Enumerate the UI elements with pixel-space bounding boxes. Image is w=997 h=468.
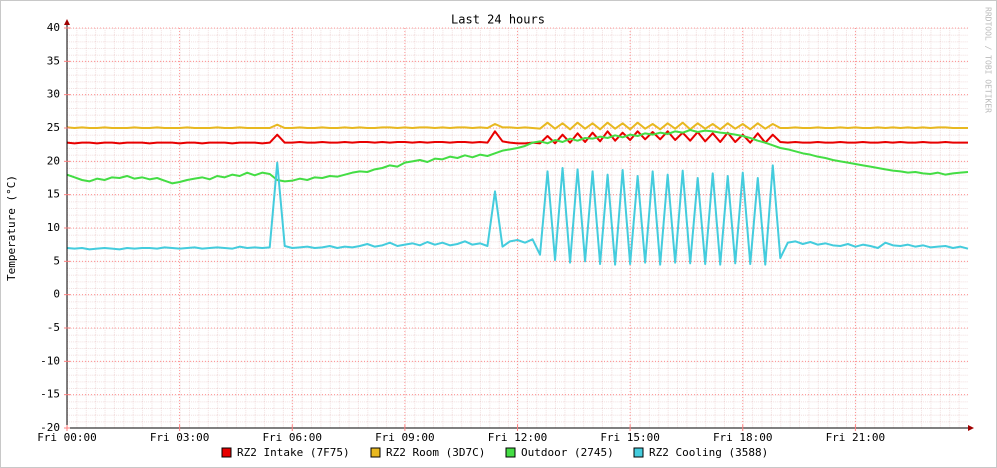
- x-tick-label: Fri 21:00: [826, 431, 886, 444]
- y-axis-arrow: [64, 19, 70, 25]
- plot-lines: [66, 121, 969, 266]
- chart-title: Last 24 hours: [451, 13, 545, 27]
- x-tick-label: Fri 06:00: [262, 431, 322, 444]
- x-tick-label: Fri 00:00: [37, 431, 97, 444]
- legend-swatch: [633, 447, 644, 458]
- y-tick-label: 0: [53, 288, 60, 301]
- legend-swatch: [370, 447, 381, 458]
- y-tick-label: 20: [47, 154, 60, 167]
- legend: RZ2 Intake (7F75) RZ2 Room (3D7C) Outdoor …: [221, 446, 768, 459]
- legend-label: RZ2 Cooling (3588): [649, 446, 768, 459]
- series-line: [66, 130, 968, 145]
- y-tick-label: -20: [40, 421, 60, 434]
- x-tick-label: Fri 03:00: [150, 431, 210, 444]
- y-tick-label: 30: [47, 88, 60, 101]
- x-tick-label: Fri 15:00: [600, 431, 660, 444]
- axes: -20 -15 -10 -5 0 5 10 15 20 25 30 35 40 Fri 00:00 Fri …: [37, 19, 974, 444]
- x-axis-arrow: [968, 425, 974, 431]
- legend-label: RZ2 Intake (7F75): [237, 446, 350, 459]
- y-tick-label: -10: [40, 354, 60, 367]
- x-tick-label: Fri 09:00: [375, 431, 435, 444]
- series-line: [66, 121, 968, 131]
- y-tick-label: 5: [53, 254, 60, 267]
- y-tick-label: 40: [47, 21, 60, 34]
- legend-swatch: [505, 447, 516, 458]
- x-tick-label: Fri 12:00: [488, 431, 548, 444]
- y-tick-label: -15: [40, 388, 60, 401]
- y-tick-label: 10: [47, 221, 60, 234]
- y-axis-label: Temperature (°C): [5, 175, 18, 281]
- y-tick-label: 15: [47, 188, 60, 201]
- series-line: [66, 129, 969, 185]
- legend-swatch: [221, 447, 232, 458]
- y-tick-label: 25: [47, 121, 60, 134]
- x-tick-label: Fri 18:00: [713, 431, 773, 444]
- series-line: [66, 161, 969, 266]
- legend-label: RZ2 Room (3D7C): [386, 446, 485, 459]
- grid: [66, 27, 968, 429]
- y-tick-label: -5: [47, 321, 60, 334]
- watermark: RRDTOOL / TOBI OETIKER: [984, 7, 993, 113]
- legend-label: Outdoor (2745): [521, 446, 614, 459]
- y-tick-label: 35: [47, 54, 60, 67]
